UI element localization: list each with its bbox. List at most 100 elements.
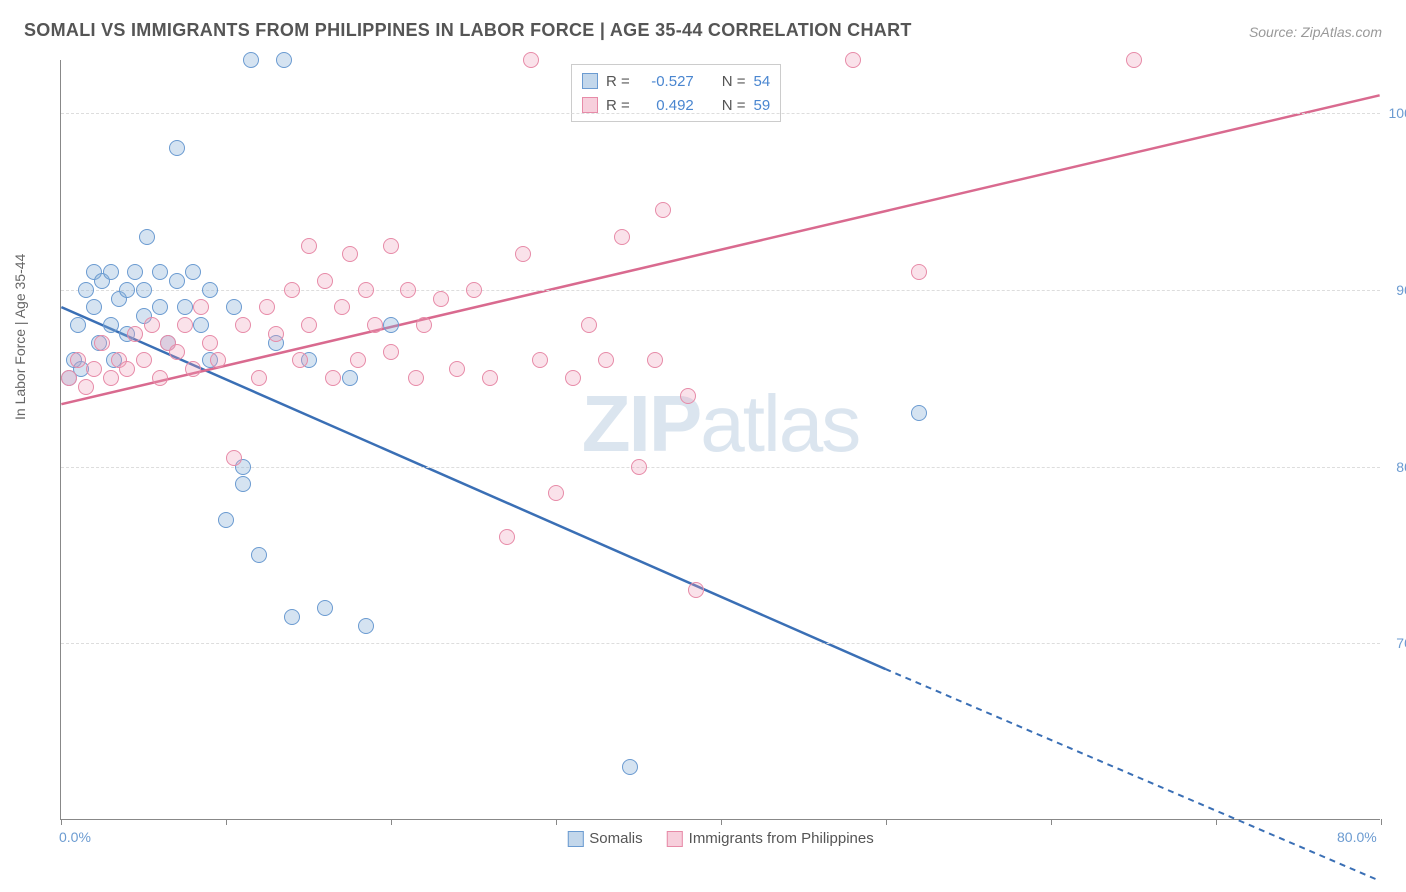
scatter-point <box>433 291 449 307</box>
plot-area: ZIPatlas R =-0.527N =54R =0.492N =59 Som… <box>60 60 1380 820</box>
scatter-point <box>598 352 614 368</box>
legend-label: Immigrants from Philippines <box>689 830 874 847</box>
scatter-point <box>193 299 209 315</box>
stat-r-value: 0.492 <box>638 97 694 114</box>
scatter-point <box>78 282 94 298</box>
scatter-point <box>655 202 671 218</box>
scatter-point <box>251 547 267 563</box>
scatter-point <box>631 459 647 475</box>
legend: Somalis Immigrants from Philippines <box>567 830 873 847</box>
scatter-point <box>235 317 251 333</box>
scatter-point <box>127 326 143 342</box>
x-tick <box>391 819 392 825</box>
scatter-point <box>383 344 399 360</box>
x-tick <box>61 819 62 825</box>
scatter-point <box>152 299 168 315</box>
x-tick <box>1051 819 1052 825</box>
scatter-point <box>193 317 209 333</box>
legend-swatch <box>582 73 598 89</box>
regression-extrapolation <box>885 669 1379 881</box>
scatter-point <box>202 335 218 351</box>
scatter-point <box>400 282 416 298</box>
scatter-point <box>565 370 581 386</box>
gridline <box>61 290 1380 291</box>
x-tick <box>886 819 887 825</box>
x-tick-label: 80.0% <box>1337 829 1377 845</box>
stat-row: R =-0.527N =54 <box>582 69 770 93</box>
scatter-point <box>127 264 143 280</box>
scatter-point <box>169 273 185 289</box>
scatter-point <box>614 229 630 245</box>
scatter-point <box>78 379 94 395</box>
scatter-point <box>647 352 663 368</box>
scatter-point <box>243 52 259 68</box>
scatter-point <box>61 370 77 386</box>
scatter-point <box>210 352 226 368</box>
scatter-point <box>94 335 110 351</box>
scatter-point <box>680 388 696 404</box>
scatter-point <box>317 600 333 616</box>
scatter-point <box>622 759 638 775</box>
legend-item: Immigrants from Philippines <box>667 830 874 847</box>
scatter-point <box>144 317 160 333</box>
scatter-point <box>136 282 152 298</box>
x-tick <box>1381 819 1382 825</box>
x-tick <box>1216 819 1217 825</box>
regression-line <box>61 95 1379 404</box>
scatter-point <box>325 370 341 386</box>
x-tick <box>556 819 557 825</box>
scatter-point <box>152 370 168 386</box>
scatter-point <box>177 317 193 333</box>
scatter-point <box>70 317 86 333</box>
legend-swatch <box>667 831 683 847</box>
chart-title: SOMALI VS IMMIGRANTS FROM PHILIPPINES IN… <box>24 20 912 41</box>
scatter-point <box>259 299 275 315</box>
scatter-point <box>136 352 152 368</box>
y-tick-label: 90.0% <box>1386 282 1406 298</box>
y-tick-label: 100.0% <box>1386 105 1406 121</box>
scatter-point <box>177 299 193 315</box>
scatter-point <box>383 317 399 333</box>
stat-n-label: N = <box>722 73 746 90</box>
scatter-point <box>284 282 300 298</box>
scatter-point <box>342 246 358 262</box>
scatter-point <box>103 317 119 333</box>
scatter-point <box>268 326 284 342</box>
scatter-point <box>169 140 185 156</box>
scatter-point <box>70 352 86 368</box>
scatter-point <box>342 370 358 386</box>
scatter-point <box>226 299 242 315</box>
stat-r-value: -0.527 <box>638 73 694 90</box>
scatter-point <box>292 352 308 368</box>
scatter-point <box>1126 52 1142 68</box>
legend-item: Somalis <box>567 830 642 847</box>
scatter-point <box>548 485 564 501</box>
scatter-point <box>911 405 927 421</box>
scatter-point <box>86 299 102 315</box>
x-tick-label: 0.0% <box>59 829 91 845</box>
scatter-point <box>845 52 861 68</box>
source-label: Source: ZipAtlas.com <box>1249 24 1382 40</box>
scatter-point <box>350 352 366 368</box>
gridline <box>61 113 1380 114</box>
y-axis-label: In Labor Force | Age 35-44 <box>12 254 28 420</box>
scatter-point <box>358 618 374 634</box>
scatter-point <box>367 317 383 333</box>
y-tick-label: 80.0% <box>1386 459 1406 475</box>
scatter-point <box>911 264 927 280</box>
scatter-point <box>523 52 539 68</box>
scatter-point <box>226 450 242 466</box>
scatter-point <box>235 476 251 492</box>
scatter-point <box>276 52 292 68</box>
x-tick <box>721 819 722 825</box>
scatter-point <box>139 229 155 245</box>
gridline <box>61 467 1380 468</box>
scatter-point <box>251 370 267 386</box>
gridline <box>61 643 1380 644</box>
trend-lines-svg <box>61 60 1380 819</box>
scatter-point <box>86 361 102 377</box>
y-tick-label: 70.0% <box>1386 635 1406 651</box>
stat-n-label: N = <box>722 97 746 114</box>
scatter-point <box>284 609 300 625</box>
scatter-point <box>515 246 531 262</box>
